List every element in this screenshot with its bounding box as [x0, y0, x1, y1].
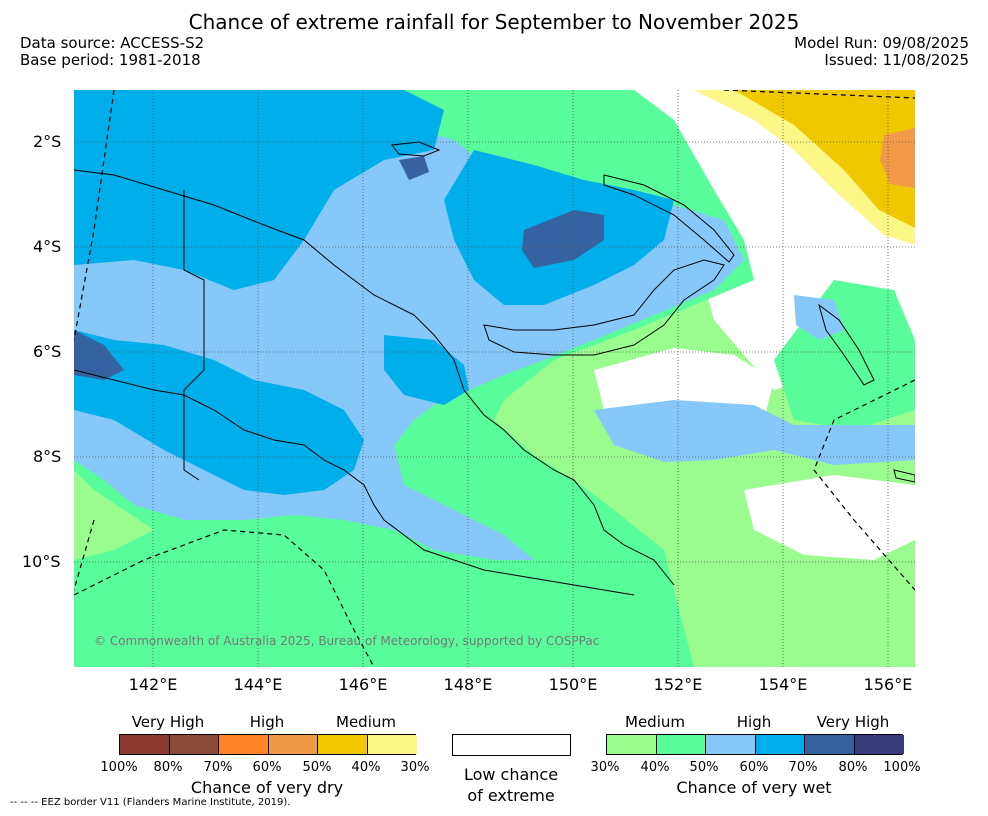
lat-label: 6°S [33, 342, 62, 361]
lon-label: 148°E [443, 675, 493, 694]
eez-border-note: -- -- -- EEZ border V11 (Flanders Marine… [10, 797, 291, 808]
wet-legend-title: Chance of very wet [676, 778, 832, 797]
wet-pct-label: 100% [883, 760, 921, 775]
wet-pct-label: 60% [739, 760, 769, 775]
wet-category-medium: Medium [625, 713, 685, 731]
dry-category-very-high: Very High [131, 713, 205, 731]
low-chance-label: Low chance of extreme [464, 764, 558, 806]
dry-swatch-1 [120, 735, 170, 754]
wet-swatch-5 [805, 735, 855, 754]
wet-pct-label: 50% [689, 760, 719, 775]
lon-label: 150°E [548, 675, 598, 694]
wet-70-region-west [74, 330, 124, 380]
wet-pct-label: 70% [788, 760, 818, 775]
dry-legend-title: Chance of very dry [190, 778, 344, 797]
dry-category-medium: Medium [336, 713, 396, 731]
wet-swatch-3 [706, 735, 756, 754]
lat-label: 8°S [33, 447, 62, 466]
dry-swatch-5 [318, 735, 368, 754]
dry-swatch-6 [367, 735, 417, 754]
dry-colorbar [119, 734, 417, 755]
manus-coast [391, 141, 441, 157]
page-title: Chance of extreme rainfall for September… [188, 10, 800, 34]
wet-category-very-high: Very High [816, 713, 890, 731]
dry-swatch-3 [219, 735, 269, 754]
lon-label: 144°E [233, 675, 283, 694]
copyright-text: © Commonwealth of Australia 2025, Bureau… [94, 634, 599, 648]
dry-pct-label: 50% [302, 760, 332, 775]
lat-label: 4°S [33, 237, 62, 256]
rainfall-map: © Commonwealth of Australia 2025, Bureau… [74, 90, 915, 667]
wet-swatch-2 [656, 735, 706, 754]
wet-category-high: High [736, 713, 772, 731]
new-guinea-coast-south [74, 369, 635, 596]
wet-70-region-north [522, 210, 604, 268]
data-source-info: Data source: ACCESS-S2 Base period: 1981… [20, 35, 204, 69]
wet-pct-label: 30% [590, 760, 620, 775]
new-britain-coast [483, 259, 725, 356]
dry-pct-label: 100% [100, 760, 138, 775]
low-chance-line2: of extreme [467, 786, 555, 805]
eez-border-east [723, 90, 915, 591]
dry-pct-label: 80% [153, 760, 183, 775]
coastlines [74, 141, 915, 596]
wet-swatch-1 [607, 735, 657, 754]
border-png-indonesia [183, 190, 205, 481]
wet-70-region-nw [399, 156, 429, 180]
dry-pct-label: 60% [252, 760, 282, 775]
wet-pct-label: 40% [640, 760, 670, 775]
model-run-info: Model Run: 09/08/2025 Issued: 11/08/2025 [794, 35, 969, 69]
lat-label: 2°S [33, 132, 62, 151]
wet-swatch-6 [854, 735, 904, 754]
wet-60-region-main [74, 90, 444, 290]
dry-60-region [880, 128, 915, 188]
wet-60-region-south [74, 330, 364, 495]
solomon-coast [893, 469, 915, 483]
bougainville-coast [818, 303, 875, 386]
base-period-text: Base period: 1981-2018 [20, 51, 201, 69]
lon-label: 142°E [128, 675, 178, 694]
new-guinea-coast-north [74, 169, 675, 586]
model-run-text: Model Run: 09/08/2025 [794, 34, 969, 52]
gridlines [74, 90, 915, 667]
wet-50-region-east2 [794, 295, 844, 340]
new-ireland-coast [603, 174, 735, 263]
low-chance-swatch [452, 734, 571, 756]
lon-label: 154°E [758, 675, 808, 694]
wet-colorbar [606, 734, 904, 755]
lon-label: 152°E [653, 675, 703, 694]
low-chance-line1: Low chance [463, 765, 559, 784]
wet-swatch-4 [755, 735, 805, 754]
issued-text: Issued: 11/08/2025 [824, 51, 969, 69]
dry-pct-label: 70% [203, 760, 233, 775]
lon-label: 156°E [863, 675, 913, 694]
eez-border-west [74, 90, 375, 667]
data-source-text: Data source: ACCESS-S2 [20, 34, 205, 52]
dry-category-high: High [249, 713, 285, 731]
low-chance-area-se [744, 475, 915, 560]
dry-swatch-4 [268, 735, 318, 754]
dry-50-region [734, 90, 915, 228]
lon-label: 146°E [338, 675, 388, 694]
dry-pct-label: 30% [400, 760, 430, 775]
dry-swatch-2 [169, 735, 219, 754]
wet-50-region-east [594, 400, 915, 465]
lat-label: 10°S [22, 552, 61, 571]
dry-pct-label: 40% [351, 760, 381, 775]
wet-pct-label: 80% [838, 760, 868, 775]
